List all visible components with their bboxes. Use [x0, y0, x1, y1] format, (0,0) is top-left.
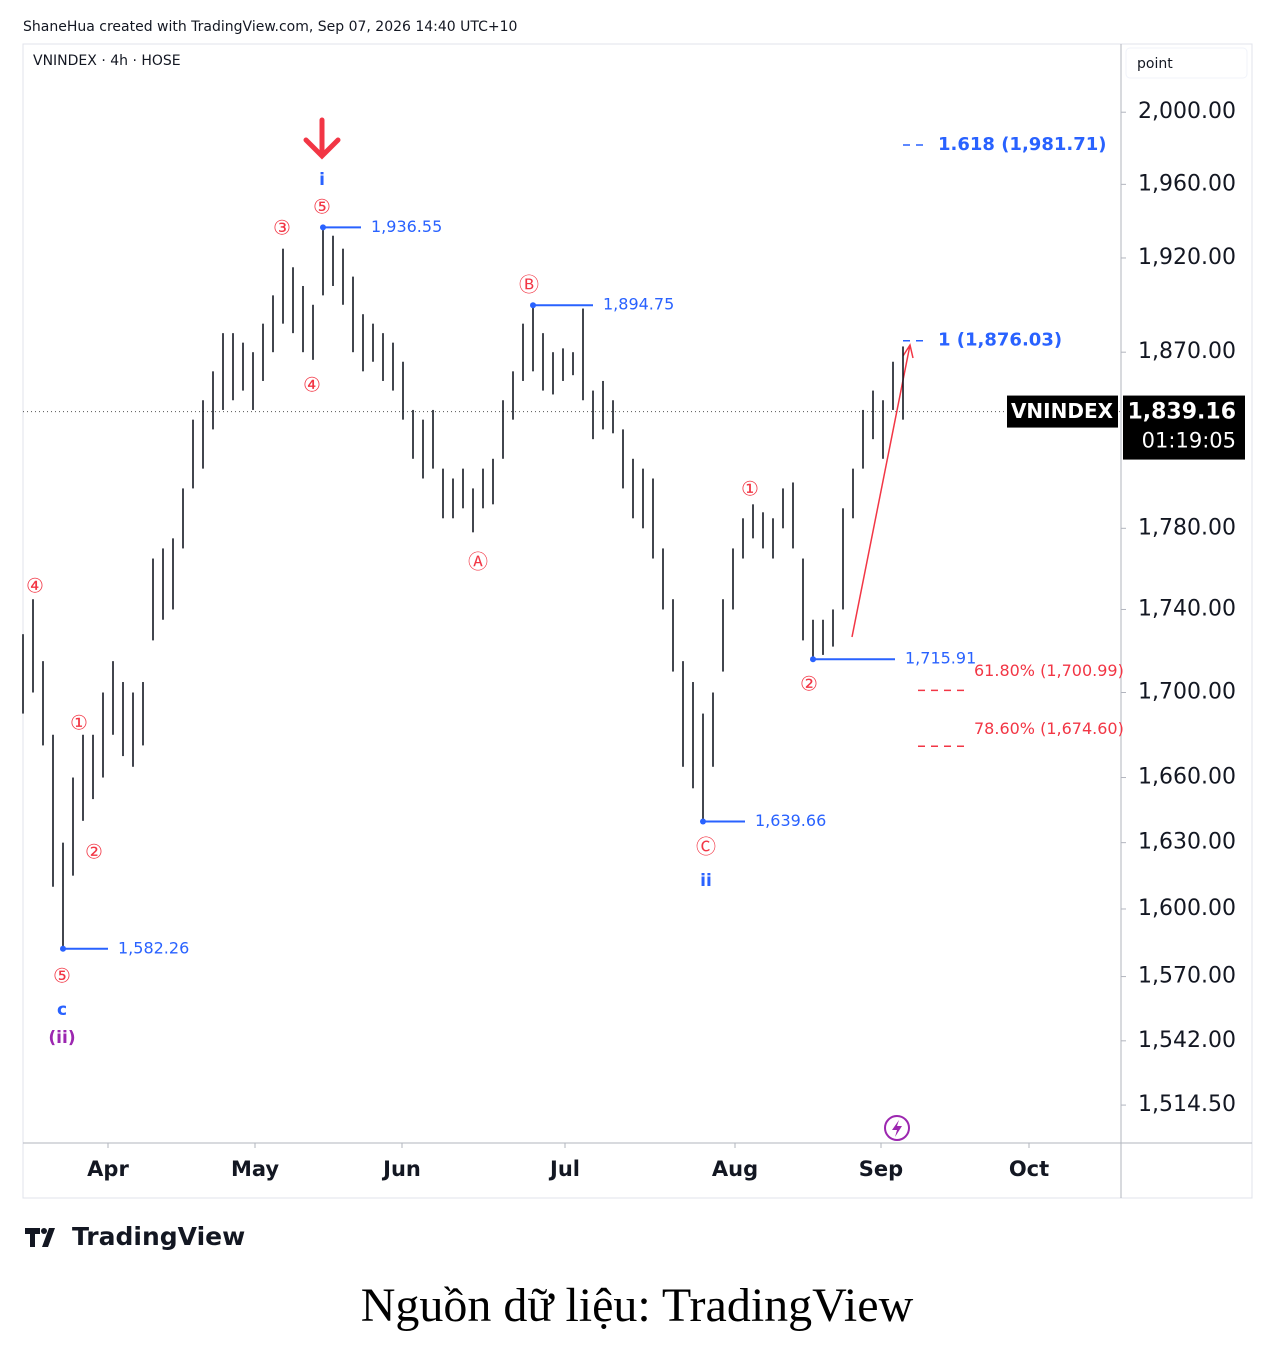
wave-label: Ⓑ: [519, 273, 539, 297]
level-label: 1,715.91: [905, 649, 976, 668]
y-tick-label: 1,780.00: [1138, 515, 1236, 540]
level-label: 1,936.55: [371, 217, 442, 236]
symbol-tag: [1007, 395, 1118, 428]
lightning-icon[interactable]: [884, 1115, 910, 1141]
y-tick-label: 1,542.00: [1138, 1028, 1236, 1053]
wave-label: Ⓐ: [468, 550, 488, 574]
symbol-line: VNINDEX · 4h · HOSE: [33, 53, 181, 69]
wave-label: ③: [273, 216, 291, 240]
symbol-tag-label: VNINDEX: [1011, 399, 1114, 423]
price-tag: [1123, 395, 1245, 460]
x-tick-label: Oct: [1009, 1157, 1049, 1181]
y-tick-label: 1,920.00: [1138, 245, 1236, 270]
countdown-label: 01:19:05: [1142, 429, 1236, 453]
y-tick-label: 1,700.00: [1138, 680, 1236, 705]
x-tick-label: Aug: [712, 1157, 758, 1181]
level-dot: [810, 656, 816, 663]
level-label: 1,639.66: [755, 811, 826, 830]
wave-label: c: [57, 1000, 67, 1020]
y-tick-label: 1,870.00: [1138, 339, 1236, 364]
fib-label: 1.618 (1,981.71): [938, 134, 1106, 155]
y-tick-label: 1,740.00: [1138, 596, 1236, 621]
projection-arrow: [851, 343, 914, 638]
level-label: 1,582.26: [118, 938, 189, 957]
wave-label: ⑤: [313, 195, 331, 219]
level-dot: [700, 818, 706, 825]
wave-label: Ⓒ: [696, 835, 716, 859]
wave-label: i: [319, 170, 325, 190]
level-dot: [60, 945, 66, 952]
wave-label: ii: [700, 871, 712, 891]
wave-label: ④: [26, 574, 44, 598]
wave-label: ①: [741, 477, 759, 501]
credit: ShaneHua created with TradingView.com, S…: [23, 19, 517, 35]
y-tick-label: 1,630.00: [1138, 830, 1236, 855]
logo: [25, 1228, 55, 1247]
price-tag-label: 1,839.16: [1127, 400, 1236, 425]
x-tick-label: Sep: [859, 1157, 903, 1181]
fib-label: 78.60% (1,674.60): [974, 719, 1124, 738]
y-tick-label: 1,570.00: [1138, 964, 1236, 989]
wave-label: (ii): [48, 1028, 75, 1048]
y-tick-label: 1,600.00: [1138, 896, 1236, 921]
wave-label: ②: [85, 840, 103, 864]
wave-label: ①: [70, 711, 88, 735]
y-tick-label: 1,960.00: [1138, 171, 1236, 196]
level-label: 1,894.75: [603, 295, 674, 314]
caption: Nguồn dữ liệu: TradingView: [361, 1279, 914, 1332]
fib-label: 1 (1,876.03): [938, 330, 1062, 351]
x-tick-label: May: [231, 1157, 279, 1181]
level-dot: [320, 224, 326, 231]
logo-text: TradingView: [72, 1222, 245, 1251]
wave-label: ②: [800, 672, 818, 696]
scale-button[interactable]: [1125, 47, 1248, 79]
x-tick-label: Jun: [381, 1157, 421, 1181]
wave-label: ④: [303, 373, 321, 397]
y-tick-label: 2,000.00: [1138, 99, 1236, 124]
x-tick-label: Apr: [87, 1157, 129, 1181]
scale-button-label: point: [1137, 56, 1173, 72]
wave-label: ⑤: [53, 964, 71, 988]
fib-label: 61.80% (1,700.99): [974, 661, 1124, 680]
x-tick-label: Jul: [548, 1157, 580, 1181]
down-arrow: [303, 117, 341, 160]
chart-frame: [22, 43, 1253, 1199]
y-tick-label: 1,514.50: [1138, 1092, 1236, 1117]
y-tick-label: 1,660.00: [1138, 765, 1236, 790]
level-dot: [530, 302, 536, 309]
